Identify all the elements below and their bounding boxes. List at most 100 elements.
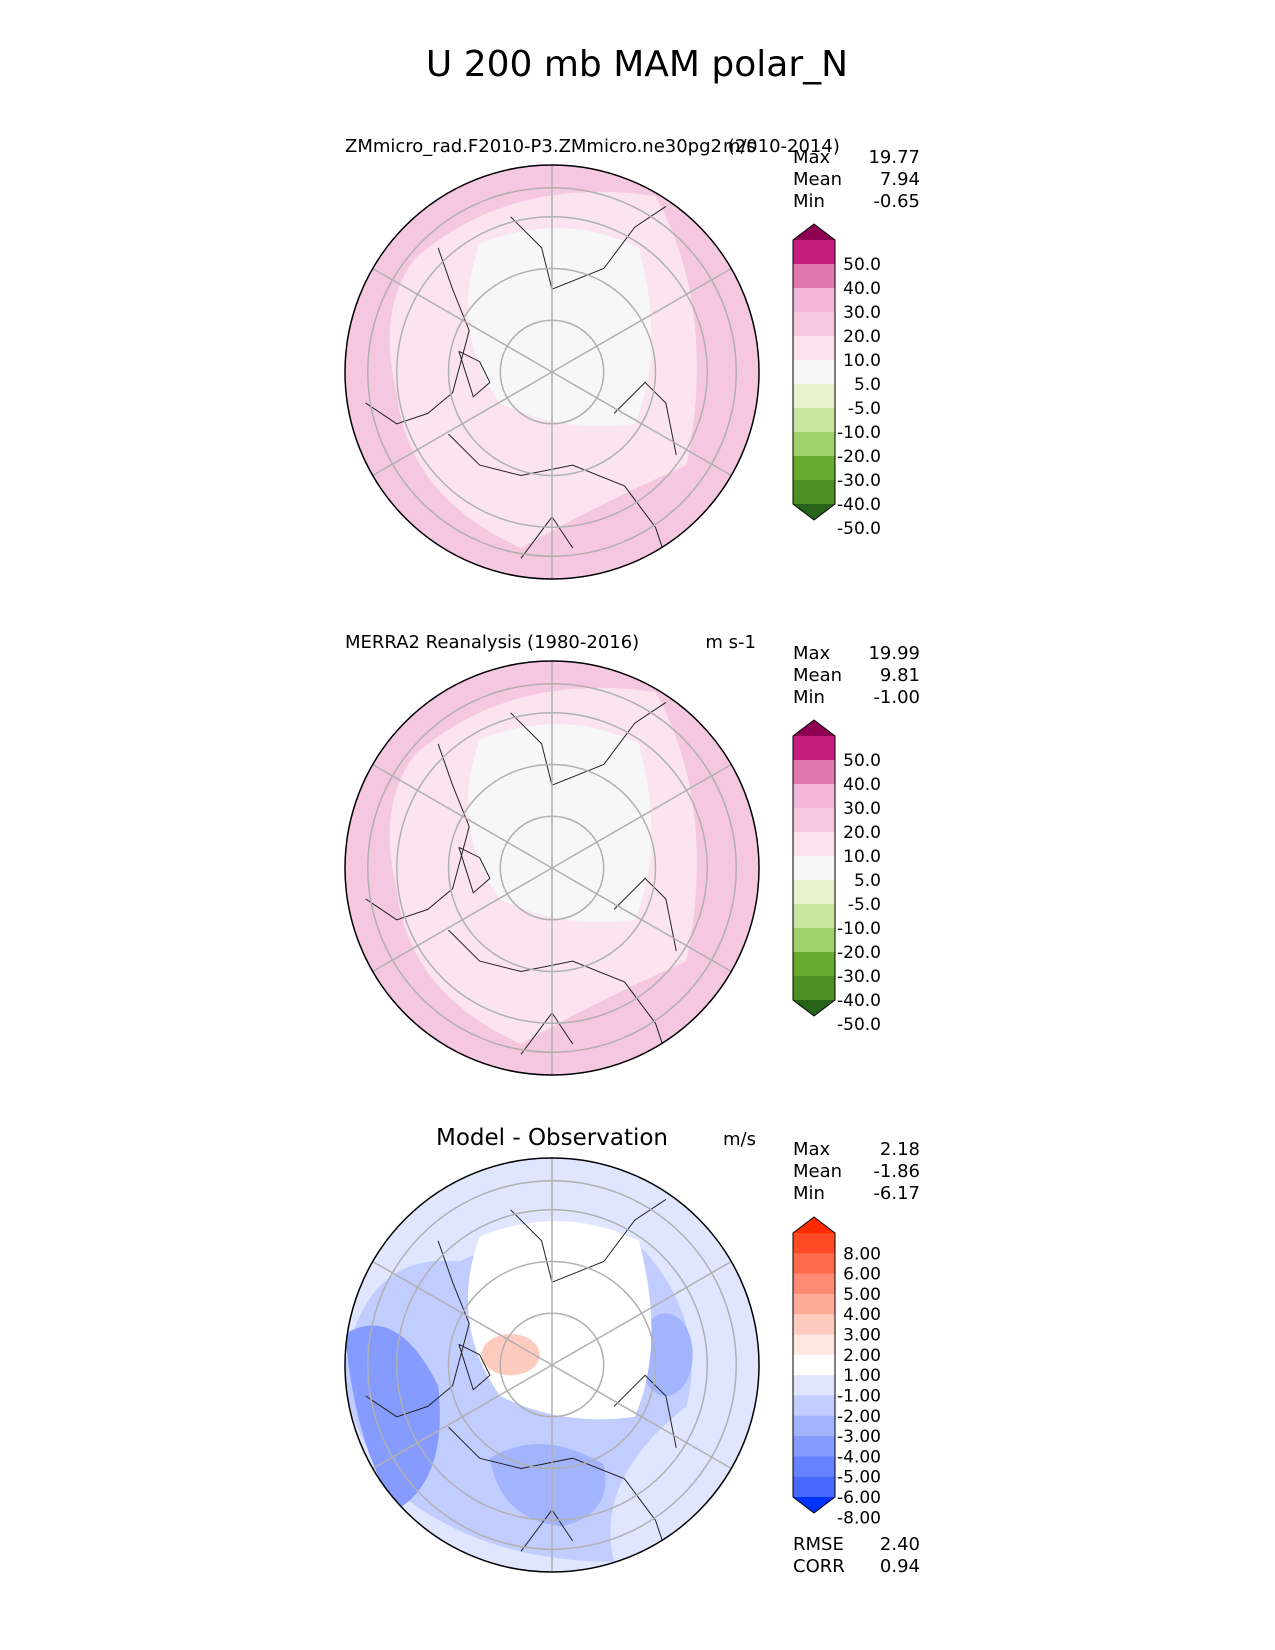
- meridian-gridline: [551, 267, 732, 373]
- colorbar-swatch: [793, 1415, 835, 1437]
- region-polar-cap: [467, 228, 652, 427]
- map-fill: [345, 1158, 759, 1572]
- colorbar-tick-label: -5.0: [848, 895, 881, 915]
- colorbar-tick-label: -5.0: [848, 399, 881, 419]
- map-fill: [345, 661, 759, 1075]
- colorbar-tick-label: -40.0: [837, 495, 881, 515]
- colorbar-swatch: [793, 288, 835, 313]
- stat-label-mean: Mean: [793, 1161, 842, 1182]
- stat-value-min: -0.65: [873, 191, 920, 212]
- colorbar-tick-label: 20.0: [843, 823, 881, 843]
- colorbar-tick-label: -10.0: [837, 423, 881, 443]
- region-eurasia-blob-pacific: [638, 1313, 693, 1397]
- colorbar-tick-label: -50.0: [837, 519, 881, 539]
- colorbar-swatch: [793, 952, 835, 977]
- colorbar-swatch: [793, 928, 835, 953]
- colorbar-tick-label: -10.0: [837, 919, 881, 939]
- colorbar-tick-label: 50.0: [843, 751, 881, 771]
- colorbar-swatch: [793, 832, 835, 857]
- colorbar-tick-label: 10.0: [843, 351, 881, 371]
- stat-value-max: 19.99: [868, 643, 920, 664]
- panel-obs-stats: Max 19.99 Mean 9.81 Min -1.00: [793, 643, 920, 708]
- colorbar-swatch: [793, 1436, 835, 1457]
- panel-diff-units: m/s: [723, 1129, 756, 1150]
- map-boundary: [344, 1157, 760, 1573]
- colorbar-tick-label: -40.0: [837, 991, 881, 1011]
- stat-label-min: Min: [793, 191, 825, 212]
- panel-model-stats: Max 19.77 Mean 7.94 Min -0.65: [793, 147, 920, 212]
- coastline: [458, 1343, 491, 1391]
- panel-obs: MERRA2 Reanalysis (1980-2016) m s-1 Max …: [344, 632, 920, 1076]
- metric-value-rmse: 2.40: [880, 1534, 920, 1555]
- stat-value-mean: 7.94: [880, 169, 920, 190]
- colorbar-swatch: [793, 264, 835, 289]
- colorbar-tick-label: 30.0: [843, 303, 881, 323]
- colorbar-tick-label: -1.00: [837, 1386, 881, 1406]
- stat-label-min: Min: [793, 1183, 825, 1204]
- colorbar-tick-label: -50.0: [837, 1015, 881, 1035]
- colorbar-tick-label: -20.0: [837, 447, 881, 467]
- coastline: [613, 877, 677, 951]
- coastline: [448, 929, 667, 1055]
- map-fill: [345, 165, 759, 579]
- figure-title: U 200 mb MAM polar_N: [426, 44, 848, 85]
- colorbar-swatch: [793, 1456, 835, 1478]
- colorbar-swatch: [793, 408, 835, 433]
- colorbar-tick-label: 8.00: [843, 1244, 881, 1264]
- colorbar-swatch: [793, 1314, 835, 1336]
- meridian-gridline: [372, 763, 553, 869]
- colorbar-swatch: [793, 856, 835, 881]
- panel-diff: Model - Observation m/s Max 2.18 Mean -1…: [344, 1125, 920, 1577]
- colorbar-tick-label: -8.00: [837, 1508, 881, 1528]
- metric-label-rmse: RMSE: [793, 1534, 844, 1555]
- coastline: [365, 247, 470, 425]
- colorbar-tick-label: -30.0: [837, 967, 881, 987]
- colorbar-tick-label: 40.0: [843, 279, 881, 299]
- stat-value-min: -6.17: [873, 1183, 920, 1204]
- panel-obs-units: m s-1: [705, 632, 756, 653]
- coastline: [613, 381, 677, 455]
- colorbar-extend-min: [793, 1000, 835, 1016]
- coastline: [510, 205, 667, 290]
- colorbar-swatch: [793, 904, 835, 929]
- stat-value-min: -1.00: [873, 687, 920, 708]
- colorbar-swatch: [793, 384, 835, 409]
- meridian-gridline: [551, 867, 732, 973]
- colorbar-swatch: [793, 1233, 835, 1254]
- colorbar-outline: [792, 223, 836, 521]
- stat-value-max: 2.18: [880, 1139, 920, 1160]
- coastline: [365, 743, 470, 921]
- colorbar-swatch: [793, 976, 835, 1001]
- panel-diff-title: Model - Observation: [436, 1125, 668, 1151]
- panel-diff-metrics: RMSE 2.40 CORR 0.94: [793, 1534, 920, 1577]
- meridian-gridline: [372, 371, 553, 477]
- meridian-gridline: [372, 1260, 553, 1366]
- region-eurasia-blob: [489, 1444, 606, 1527]
- colorbar-swatch: [793, 480, 835, 505]
- colorbar-tick-label: 6.00: [843, 1265, 881, 1285]
- meridian-gridline: [372, 267, 553, 373]
- colorbar-extend-min: [793, 1497, 835, 1513]
- colorbar-swatch: [793, 760, 835, 785]
- colorbar-tick-label: 2.00: [843, 1346, 881, 1366]
- colorbar-swatch: [793, 880, 835, 905]
- colorbar-extend-max: [793, 224, 835, 240]
- panel-diff-stats: Max 2.18 Mean -1.86 Min -6.17: [793, 1139, 920, 1204]
- stat-label-mean: Mean: [793, 665, 842, 686]
- colorbar-tick-label: 40.0: [843, 775, 881, 795]
- colorbar-swatch: [793, 1273, 835, 1295]
- meridian-gridline: [551, 763, 732, 869]
- colorbar-tick-label: -4.00: [837, 1447, 881, 1467]
- panel-model-colorbar: 50.0 40.0 30.0 20.0 10.0 5.0 -5.0 -10.0 -20.0 -30…: [792, 223, 881, 539]
- stat-label-max: Max: [793, 643, 831, 664]
- colorbar-tick-label: -2.00: [837, 1407, 881, 1427]
- meridian-gridline: [551, 371, 732, 477]
- meridian-gridline: [372, 867, 553, 973]
- coastline: [510, 701, 667, 786]
- panel-obs-colorbar: 50.0 40.0 30.0 20.0 10.0 5.0 -5.0 -10.0 -20.0 -30…: [792, 719, 881, 1035]
- colorbar-swatch: [793, 312, 835, 337]
- colorbar-tick-label: 5.0: [854, 871, 881, 891]
- colorbar-tick-label: 3.00: [843, 1326, 881, 1346]
- map-boundary: [344, 660, 760, 1076]
